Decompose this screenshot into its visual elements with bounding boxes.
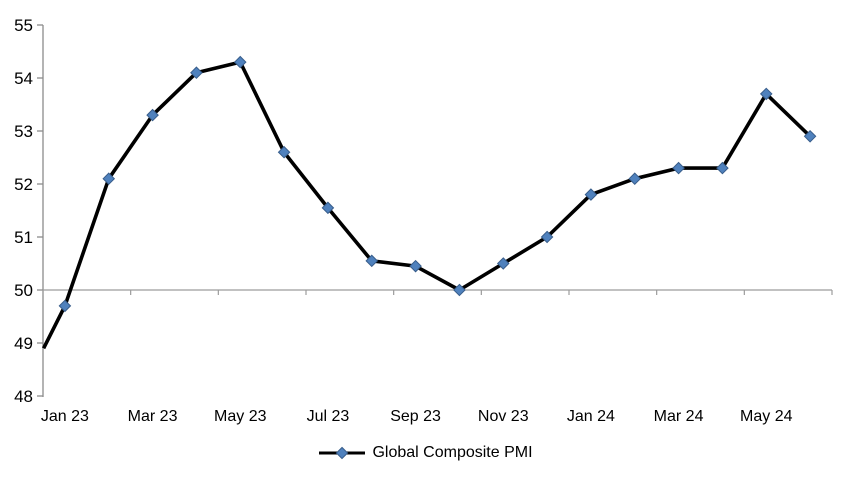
legend-label: Global Composite PMI: [372, 444, 533, 461]
x-axis-label: Jan 23: [41, 408, 89, 425]
data-point-marker: [365, 254, 379, 268]
y-axis-label: 52: [14, 175, 33, 194]
y-axis-label: 51: [14, 228, 33, 247]
data-point-marker: [540, 230, 554, 244]
data-point-marker: [453, 283, 466, 297]
data-point-marker: [803, 129, 817, 143]
x-axis-label: Sep 23: [390, 408, 441, 425]
x-axis-label: Mar 24: [654, 408, 704, 425]
series-line: [41, 60, 812, 350]
data-point-marker: [58, 299, 72, 313]
x-axis-label: Mar 23: [128, 408, 178, 425]
data-point-marker: [759, 87, 773, 101]
y-axis-label: 55: [14, 16, 33, 35]
legend: Global Composite PMI: [0, 441, 852, 465]
x-axis-label: Jan 24: [567, 408, 615, 425]
data-point-marker: [190, 66, 203, 80]
data-point-marker: [672, 161, 685, 175]
data-point-marker: [321, 201, 335, 215]
y-axis-label: 49: [14, 334, 33, 353]
data-point-marker: [409, 259, 422, 273]
y-axis-label: 48: [14, 387, 33, 406]
data-point-marker: [716, 161, 729, 175]
data-point-marker: [146, 108, 159, 122]
x-axis-label: May 24: [740, 408, 793, 425]
data-point-marker: [277, 145, 291, 159]
x-axis-label: Jul 23: [307, 408, 350, 425]
data-point-marker: [102, 172, 116, 186]
x-axis-label: May 23: [214, 408, 267, 425]
data-point-marker: [584, 188, 598, 201]
legend-line-marker-icon: [319, 446, 366, 460]
data-point-marker: [233, 55, 247, 69]
y-axis-label: 53: [14, 122, 33, 141]
y-axis-label: 50: [14, 281, 33, 300]
y-axis-label: 54: [14, 69, 33, 88]
legend-marker-sample: [336, 446, 349, 460]
data-point-marker: [628, 172, 642, 186]
data-point-marker: [496, 257, 510, 270]
x-axis-label: Nov 23: [478, 408, 529, 425]
